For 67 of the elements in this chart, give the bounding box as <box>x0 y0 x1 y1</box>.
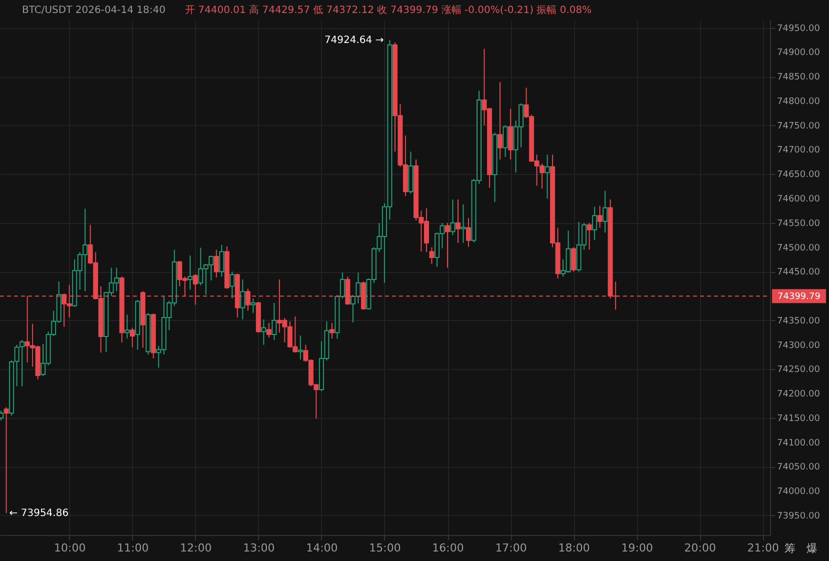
candlestick <box>250 298 256 314</box>
x-tick-label: 15:00 <box>369 542 401 554</box>
y-tick-label: 74350.00 <box>777 316 820 326</box>
candlestick <box>597 205 602 228</box>
text: 筹 <box>784 542 796 555</box>
x-tick-label: 13:00 <box>243 542 275 554</box>
candlestick <box>214 249 219 278</box>
ref-line-label: 74399.79 <box>778 292 821 302</box>
candlestick <box>124 314 130 339</box>
y-tick-label: 74050.00 <box>777 462 820 473</box>
x-tick-label: 18:00 <box>558 542 590 554</box>
candlestick <box>586 222 592 250</box>
candlestick <box>571 246 576 272</box>
x-tick-label: 19:00 <box>621 542 653 554</box>
x-tick-label: 12:00 <box>180 542 212 554</box>
candlestick <box>466 218 472 248</box>
candlestick <box>592 206 598 240</box>
y-tick-label: 74700.00 <box>777 146 820 156</box>
candlestick <box>188 255 193 290</box>
candlestick <box>329 322 334 339</box>
candlestick <box>272 302 277 340</box>
candlestick <box>502 124 508 158</box>
y-tick-label: 74800.00 <box>777 96 820 107</box>
candlestick <box>240 278 246 320</box>
y-tick-label: 73950.00 <box>777 511 820 522</box>
y-tick-label: 74100.00 <box>777 438 820 448</box>
x-tick-label: 16:00 <box>432 542 464 554</box>
y-tick-label: 74550.00 <box>777 218 820 229</box>
candlestick <box>230 271 235 299</box>
chart-title: BTC/USDT 2026-04-14 18:40 <box>22 5 166 16</box>
candlestick <box>456 198 461 244</box>
y-tick-label: 74850.00 <box>777 72 820 83</box>
y-tick-label: 74600.00 <box>777 194 820 204</box>
candlestick <box>219 244 224 278</box>
chart-subtitle: 开 74400.01 高 74429.57 低 74372.12 收 74399.79 涨幅 -0.00%(-0.21) 振幅 0.08% <box>185 4 592 16</box>
candlestick <box>498 81 503 160</box>
y-tick-label: 74150.00 <box>777 414 820 424</box>
y-tick-label: 74900.00 <box>777 48 820 58</box>
candlestick <box>130 327 135 348</box>
x-tick-label: 20:00 <box>684 542 716 554</box>
candlestick <box>544 154 550 199</box>
candlestick <box>261 318 266 346</box>
y-tick-label: 74300.00 <box>777 340 820 351</box>
text: 爆 <box>806 542 818 555</box>
y-tick-label: 74450.00 <box>777 268 820 278</box>
x-tick-label: 11:00 <box>117 542 149 554</box>
candlestick <box>602 190 608 234</box>
candlestick <box>4 406 9 514</box>
annotation: ← 73954.86 <box>9 508 69 520</box>
x-tick-label: 17:00 <box>495 542 527 554</box>
candlestick <box>450 198 456 236</box>
candlestick <box>266 322 272 338</box>
candlestick <box>429 246 434 264</box>
annotation: 74924.64 → <box>324 35 384 46</box>
x-tick-label: 14:00 <box>306 542 338 554</box>
y-tick-label: 74000.00 <box>777 487 820 498</box>
y-tick-label: 74750.00 <box>777 121 820 132</box>
x-tick-label: 10:00 <box>54 542 86 554</box>
x-tick-label: 21:00 <box>747 542 779 554</box>
y-tick-label: 74650.00 <box>777 170 820 180</box>
y-tick-label: 74250.00 <box>777 365 820 376</box>
y-tick-label: 74950.00 <box>777 24 820 34</box>
candlestick <box>445 222 450 268</box>
y-tick-label: 74500.00 <box>777 243 820 254</box>
candlestick <box>508 108 514 160</box>
y-tick-label: 74200.00 <box>777 390 820 400</box>
candlestick <box>298 335 303 360</box>
